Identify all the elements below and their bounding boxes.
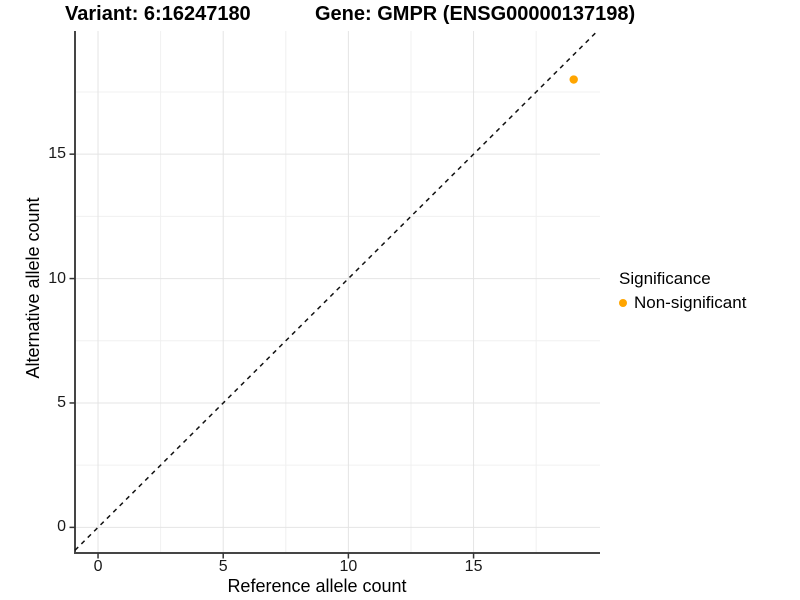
legend: Significance Non-significant <box>619 270 746 312</box>
y-tick-label: 5 <box>57 393 66 411</box>
scatter-plot-canvas <box>69 30 600 559</box>
x-tick-label: 15 <box>464 558 483 575</box>
data-point <box>569 75 578 84</box>
x-axis-title: Reference allele count <box>227 576 407 596</box>
y-tick-label: 15 <box>48 145 66 163</box>
plot-panel <box>69 30 600 559</box>
identity-dashed-line <box>74 30 599 551</box>
y-tick-label: 10 <box>48 269 66 287</box>
x-tick-label: 5 <box>218 558 228 575</box>
plot-title-gene: Gene: GMPR (ENSG00000137198) <box>315 3 636 25</box>
y-tick-label: 0 <box>57 518 66 536</box>
legend-item-label: Non-significant <box>634 292 747 312</box>
legend-title: Significance <box>619 269 711 288</box>
legend-point-icon <box>619 298 627 307</box>
x-tick-label: 0 <box>93 558 103 575</box>
x-tick-label: 10 <box>339 558 358 575</box>
y-axis-title: Alternative allele count <box>23 197 43 379</box>
plot-title-variant: Variant: 6:16247180 <box>65 3 251 25</box>
legend-item: Non-significant <box>619 292 747 312</box>
